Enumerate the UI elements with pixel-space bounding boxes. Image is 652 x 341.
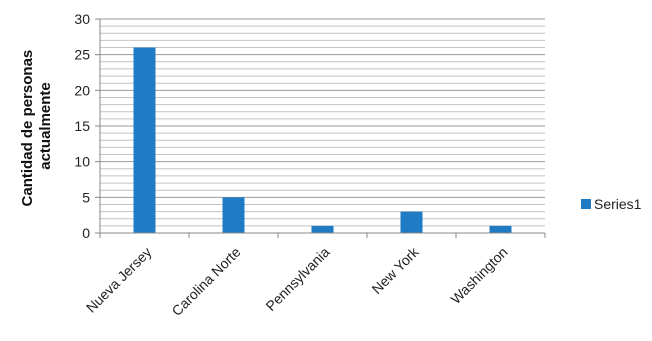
y-tick-label: 20	[74, 82, 90, 98]
y-tick-labels: 0 5 10 15 20 25 30	[74, 11, 100, 241]
legend: Series1	[581, 196, 642, 212]
bar-nueva-jersey	[133, 47, 156, 234]
y-axis-label-line-1: Cantidad de personas	[19, 50, 36, 207]
bar-pennsylvania	[311, 225, 334, 233]
x-tick-label: Washington	[447, 244, 510, 307]
y-tick-label: 10	[74, 154, 90, 170]
bar-carolina-norte	[222, 197, 245, 233]
x-tick-label: New York	[368, 243, 422, 297]
y-tick-label: 0	[82, 225, 90, 241]
grid-lines	[100, 18, 545, 227]
x-tick-label: Carolina Norte	[168, 244, 243, 319]
y-tick-label: 25	[74, 47, 90, 63]
x-tick-label: Pennsylvania	[262, 244, 332, 314]
y-axis-label-line-2: actualmente	[37, 82, 54, 170]
y-tick-label: 5	[82, 189, 90, 205]
legend-swatch	[581, 199, 591, 209]
y-tick-label: 15	[74, 118, 90, 134]
legend-label: Series1	[594, 196, 642, 212]
bars	[133, 47, 512, 234]
bar-washington	[489, 225, 512, 233]
x-tick-label: Nueva Jersey	[83, 244, 155, 316]
x-tick-labels: Nueva Jersey Carolina Norte Pennsylvania Ne…	[83, 233, 546, 319]
y-tick-label: 30	[74, 11, 90, 27]
bar-new-york	[400, 211, 423, 233]
y-axis-label: Cantidad de personas actualmente	[19, 46, 54, 207]
